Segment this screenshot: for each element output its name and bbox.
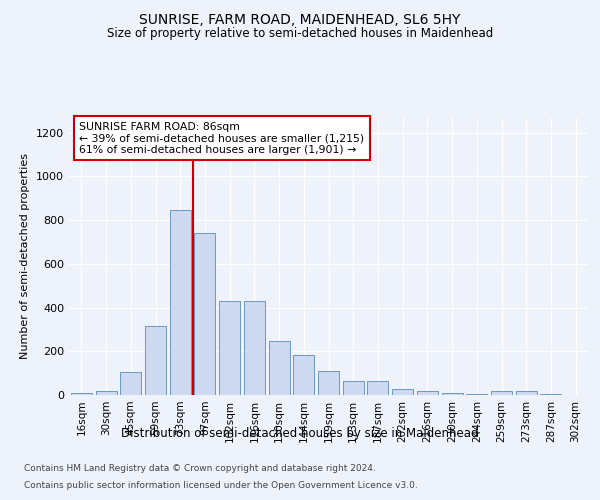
Bar [170, 210, 191, 395]
Bar [541, 394, 562, 395]
Bar [120, 372, 141, 395]
Bar [71, 394, 92, 395]
Bar [392, 389, 413, 395]
Bar [244, 301, 265, 395]
Bar [95, 390, 116, 395]
Bar [293, 354, 314, 395]
Bar [145, 326, 166, 395]
Text: Distribution of semi-detached houses by size in Maidenhead: Distribution of semi-detached houses by … [121, 428, 479, 440]
Bar [442, 394, 463, 395]
Text: SUNRISE FARM ROAD: 86sqm
← 39% of semi-detached houses are smaller (1,215)
61% o: SUNRISE FARM ROAD: 86sqm ← 39% of semi-d… [79, 122, 365, 155]
Text: Contains HM Land Registry data © Crown copyright and database right 2024.: Contains HM Land Registry data © Crown c… [24, 464, 376, 473]
Bar [516, 390, 537, 395]
Text: SUNRISE, FARM ROAD, MAIDENHEAD, SL6 5HY: SUNRISE, FARM ROAD, MAIDENHEAD, SL6 5HY [139, 12, 461, 26]
Bar [491, 390, 512, 395]
Text: Contains public sector information licensed under the Open Government Licence v3: Contains public sector information licen… [24, 481, 418, 490]
Bar [367, 382, 388, 395]
Bar [466, 394, 487, 395]
Bar [318, 371, 339, 395]
Bar [269, 341, 290, 395]
Bar [417, 390, 438, 395]
Bar [343, 381, 364, 395]
Text: Size of property relative to semi-detached houses in Maidenhead: Size of property relative to semi-detach… [107, 28, 493, 40]
Bar [194, 234, 215, 395]
Bar [219, 301, 240, 395]
Y-axis label: Number of semi-detached properties: Number of semi-detached properties [20, 153, 31, 359]
